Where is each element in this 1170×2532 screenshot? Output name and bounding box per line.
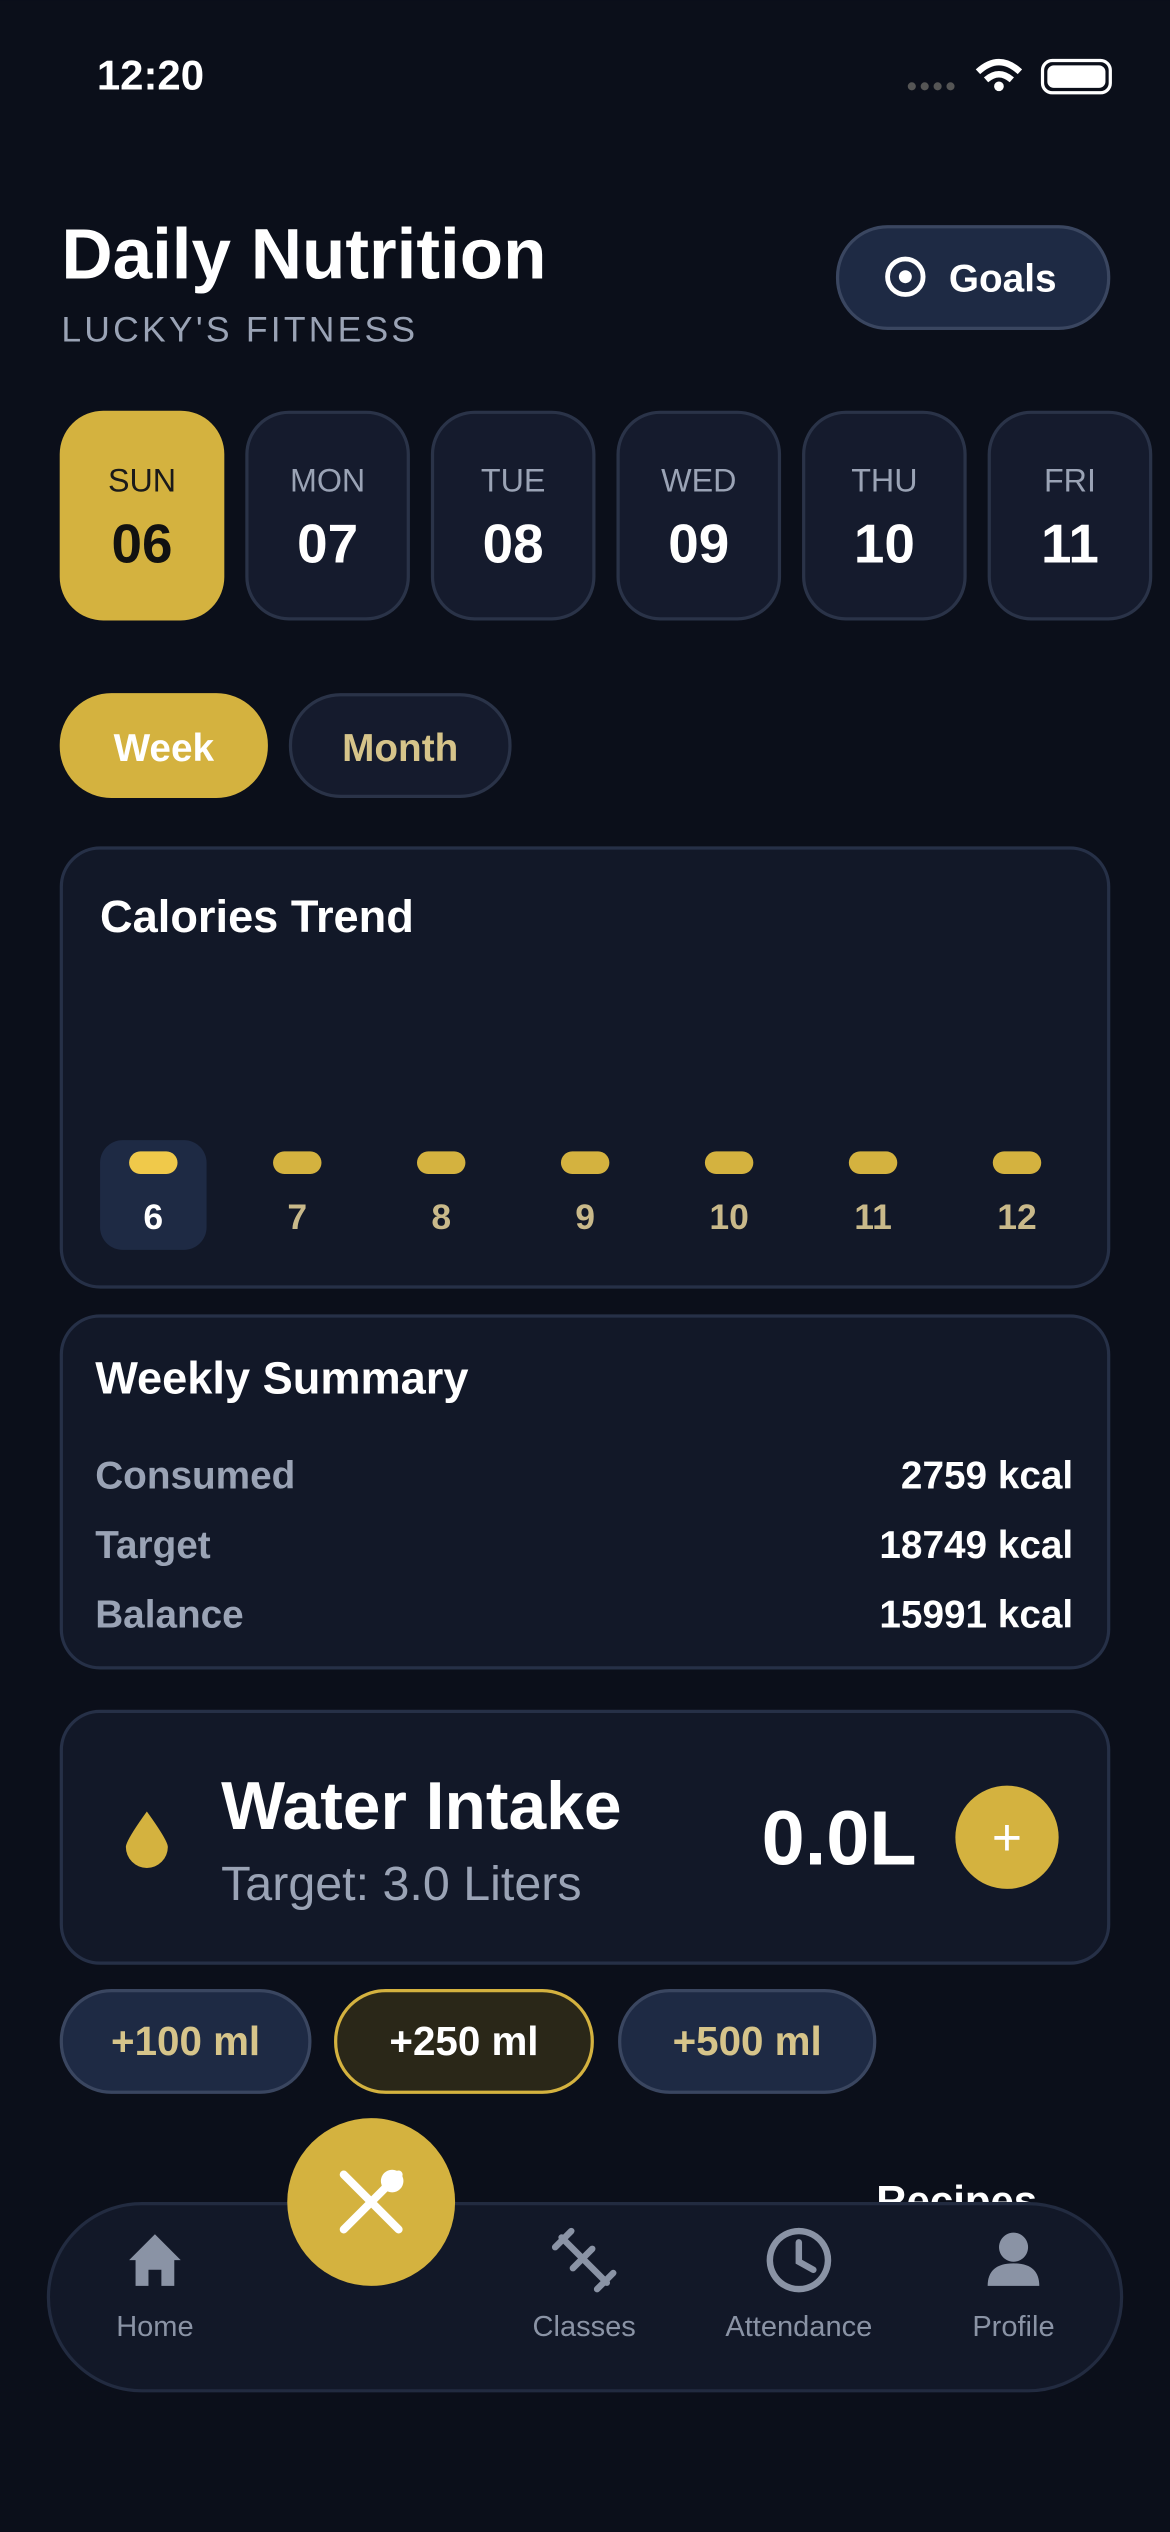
trend-label: 11	[854, 1197, 892, 1237]
nav-label[interactable]: Classes	[533, 2311, 636, 2343]
trend-pill	[273, 1151, 322, 1175]
day-card[interactable]	[430, 410, 596, 621]
summary-value: 18749 kcal	[879, 1524, 1073, 1567]
day-card[interactable]	[616, 410, 782, 621]
day-card[interactable]	[802, 410, 967, 621]
trend-pill	[417, 1151, 466, 1175]
water-target: Target: 3.0 Liters	[221, 1857, 582, 1911]
nav-bar	[46, 2201, 1124, 2393]
summary-label: Consumed	[95, 1455, 295, 1498]
day-name[interactable]: THU	[851, 462, 917, 498]
day-date[interactable]: 06	[111, 512, 172, 574]
nav-icon[interactable]	[987, 2232, 1040, 2286]
nav-icon[interactable]	[129, 2234, 181, 2286]
trend-pill	[848, 1151, 898, 1175]
nav-label[interactable]: Attendance	[725, 2311, 872, 2343]
nutrition-fab[interactable]	[287, 2118, 456, 2286]
quick-add-pill[interactable]	[59, 1988, 312, 2094]
day-card[interactable]	[987, 410, 1153, 621]
tab-label[interactable]: Month	[342, 727, 458, 770]
day-date[interactable]: 07	[297, 512, 358, 574]
trend-label: 7	[287, 1197, 307, 1237]
trend-label: 8	[431, 1197, 451, 1237]
nav-label[interactable]: Home	[116, 2311, 193, 2343]
summary-card	[59, 1314, 1111, 1670]
nav-icon[interactable]	[766, 2227, 832, 2293]
trend-label: 12	[997, 1197, 1037, 1237]
trend-label: 10	[709, 1197, 749, 1237]
summary-value: 2759 kcal	[901, 1455, 1073, 1498]
day-date[interactable]: 09	[668, 512, 729, 574]
tab-label[interactable]: Week	[114, 727, 215, 770]
calories-card	[59, 846, 1111, 1289]
selected-day-bg	[100, 1140, 207, 1250]
page-subtitle: LUCKY'S FITNESS	[61, 309, 418, 349]
water-icon	[125, 1811, 168, 1868]
day-name[interactable]: FRI	[1044, 462, 1096, 498]
water-title: Water Intake	[221, 1769, 621, 1844]
day-date[interactable]: 10	[854, 512, 915, 574]
day-name[interactable]: WED	[661, 462, 736, 498]
tab[interactable]	[59, 693, 268, 798]
trend-pill	[704, 1151, 754, 1175]
trend-pill	[129, 1151, 178, 1175]
quick-add-label[interactable]: +500 ml	[673, 2018, 822, 2064]
day-date[interactable]: 11	[1041, 512, 1099, 574]
goals-label[interactable]: Goals	[949, 257, 1057, 300]
page-title: Daily Nutrition	[61, 215, 546, 294]
day-name[interactable]: SUN	[108, 462, 176, 498]
trend-label: 6	[143, 1197, 163, 1237]
status-time: 12:20	[97, 52, 204, 99]
card-title: Calories Trend	[100, 891, 414, 942]
quick-add-label[interactable]: +250 ml	[389, 2018, 538, 2064]
quick-add-pill[interactable]	[334, 1988, 594, 2094]
summary-label: Target	[95, 1524, 211, 1567]
nav-icon[interactable]	[551, 2227, 617, 2293]
trend-label: 9	[575, 1197, 595, 1237]
water-card	[59, 1709, 1111, 1965]
tab[interactable]	[288, 693, 512, 798]
goals-button[interactable]: Goals	[835, 225, 1111, 330]
summary-value: 15991 kcal	[879, 1593, 1073, 1636]
trend-pill	[992, 1151, 1042, 1175]
nav-label[interactable]: Profile	[972, 2311, 1054, 2343]
card-title: Weekly Summary	[95, 1352, 468, 1403]
quick-add-label[interactable]: +100 ml	[111, 2018, 260, 2064]
day-name[interactable]: MON	[290, 462, 365, 498]
day-card[interactable]	[59, 410, 225, 621]
status-icons	[907, 58, 1112, 95]
quick-add-pill[interactable]	[618, 1988, 877, 2094]
day-name[interactable]: TUE	[481, 462, 546, 498]
day-card[interactable]	[245, 410, 410, 621]
add-water-label[interactable]: +	[992, 1808, 1022, 1866]
summary-label: Balance	[95, 1593, 244, 1636]
day-date[interactable]: 08	[483, 512, 544, 574]
water-amount: 0.0L	[762, 1796, 917, 1882]
add-water-button[interactable]: +	[955, 1785, 1059, 1889]
trend-pill	[560, 1151, 610, 1175]
